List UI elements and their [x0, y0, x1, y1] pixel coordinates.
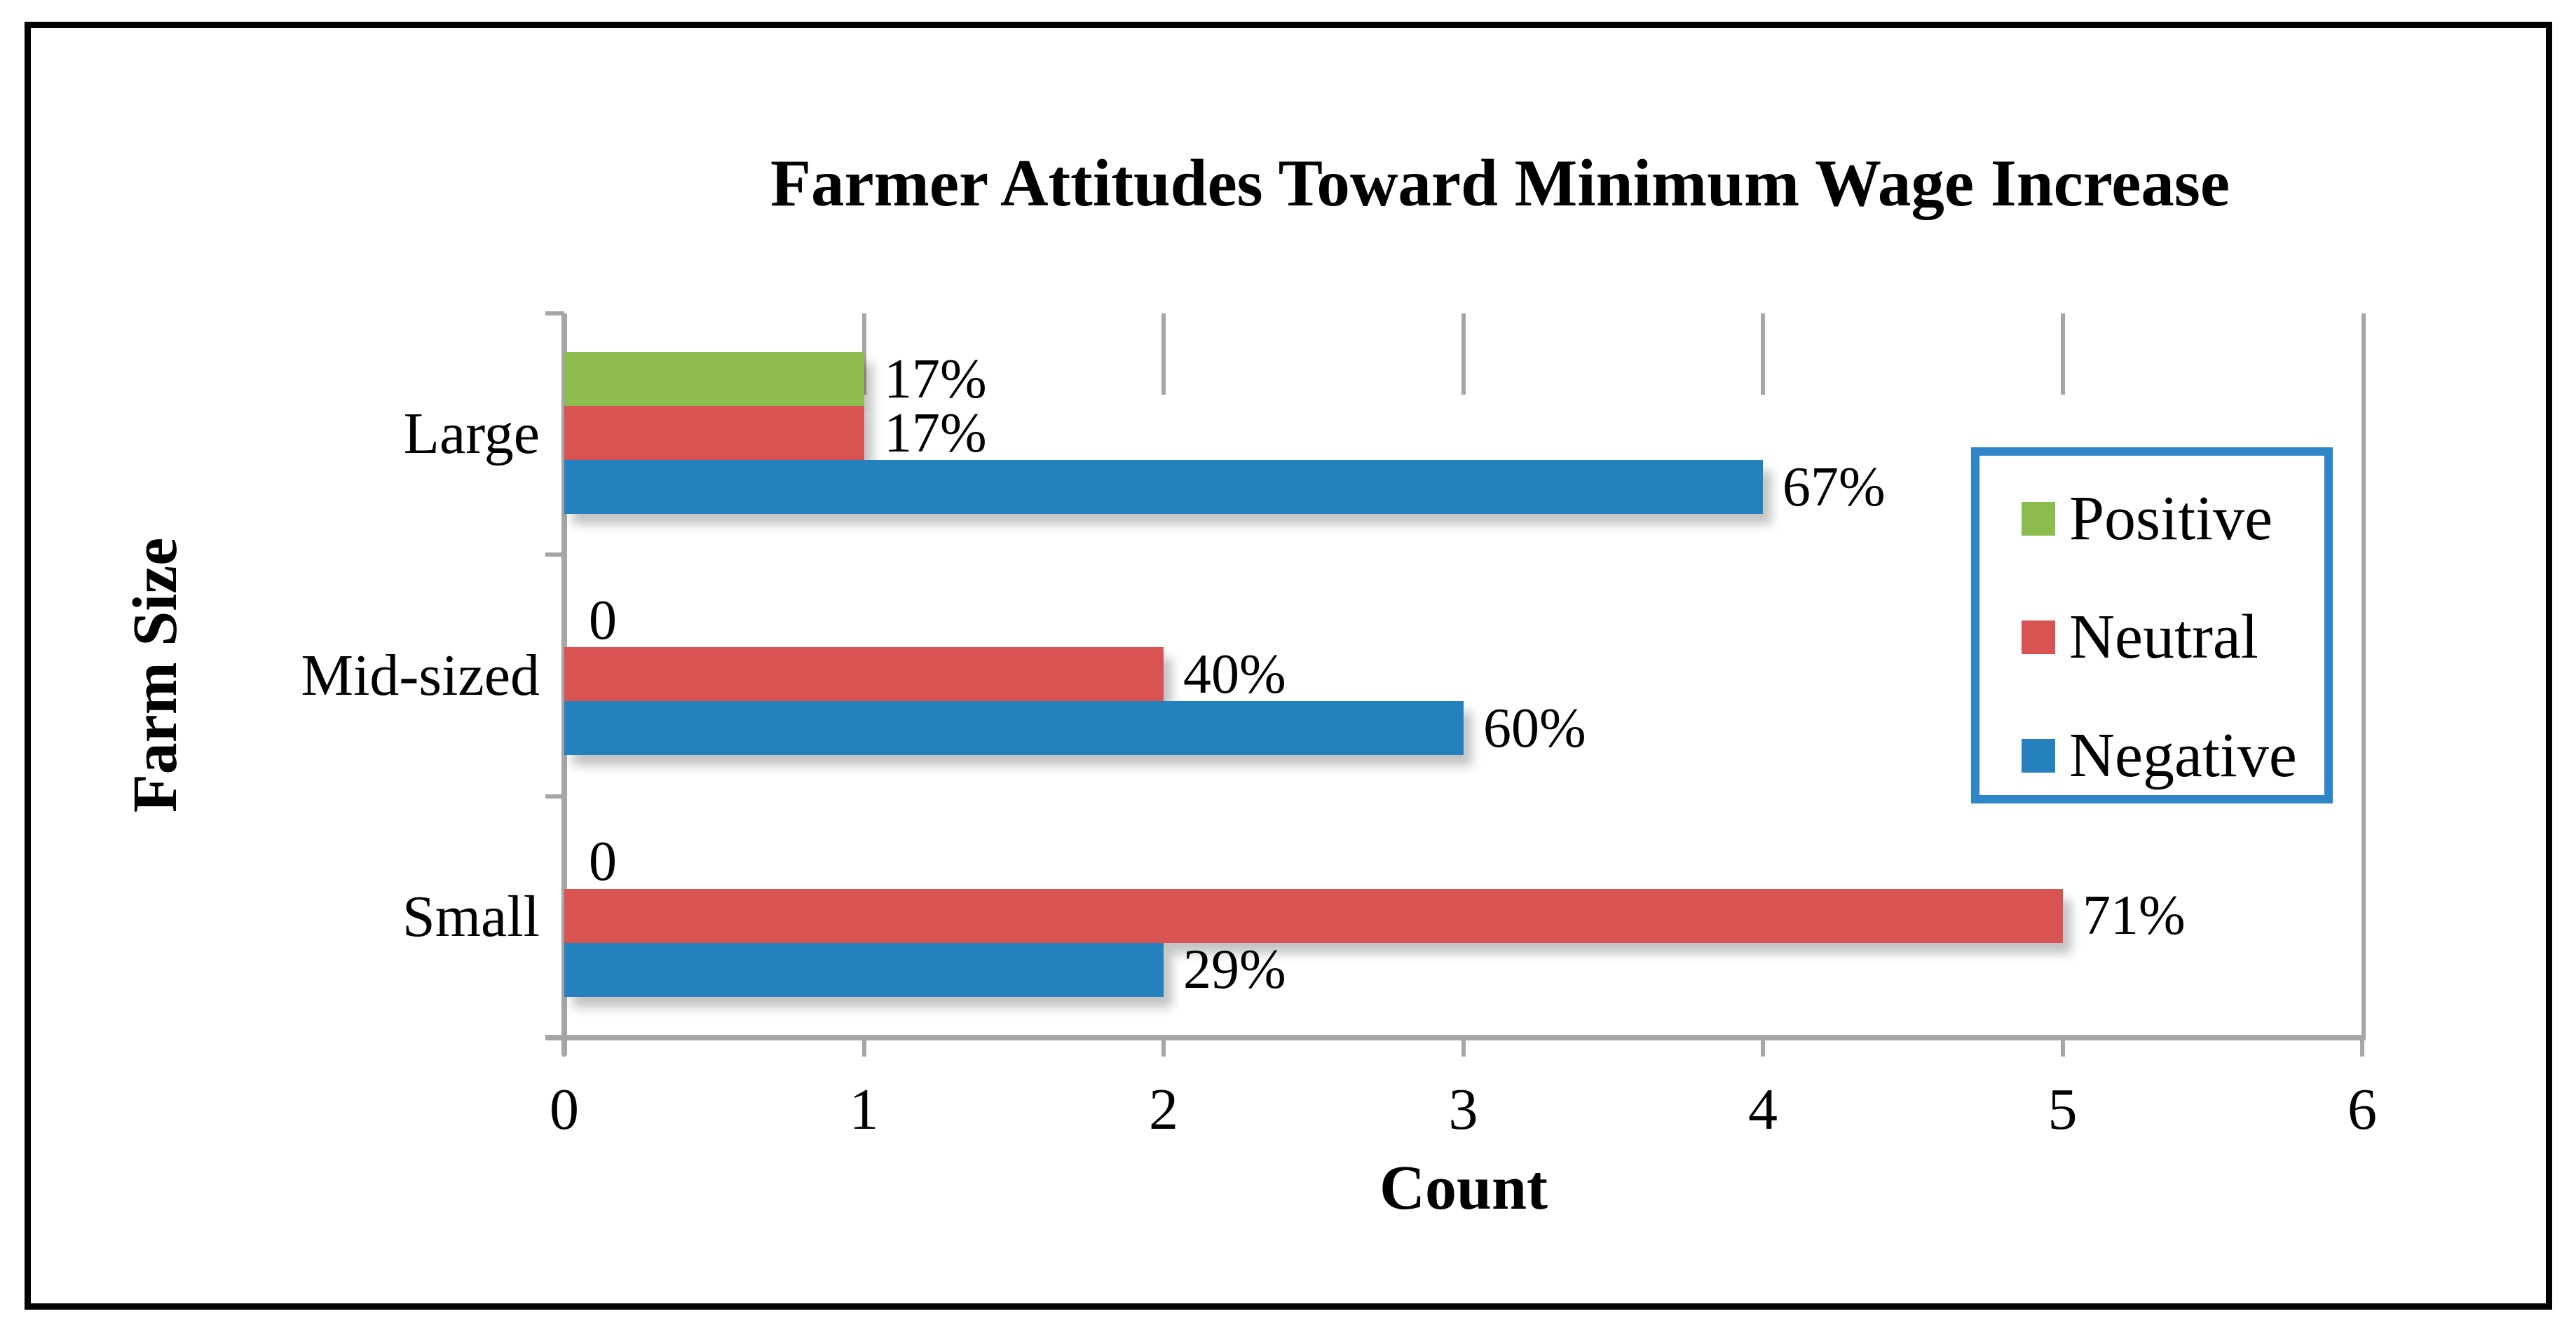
x-axis-tick	[562, 1038, 566, 1057]
y-category-label: Mid-sized	[301, 642, 540, 708]
x-axis-tick	[2360, 1038, 2364, 1057]
bar-large-positive	[564, 352, 864, 406]
legend-label: Neutral	[2069, 602, 2258, 672]
x-tick-label: 0	[550, 1077, 579, 1142]
y-category-label: Small	[402, 883, 540, 949]
x-axis-tick	[1161, 1038, 1166, 1057]
legend-label: Positive	[2069, 484, 2273, 553]
legend-box: Positive Neutral Negative	[1971, 447, 2333, 803]
legend-label: Negative	[2069, 721, 2297, 790]
bar-data-label: 17%	[884, 402, 987, 464]
plot-right-border-line	[2362, 313, 2366, 1038]
y-axis-tick	[545, 311, 564, 315]
bar-mid-sized-neutral	[564, 647, 1164, 702]
bar-data-label: 29%	[1183, 939, 1286, 1001]
gridline-dash	[1761, 313, 1765, 395]
bar-data-label: 17%	[884, 348, 987, 410]
x-axis-line	[545, 1035, 2366, 1040]
bar-data-label: 40%	[1183, 643, 1286, 705]
x-tick-label: 4	[1748, 1077, 1778, 1142]
x-axis-title: Count	[1379, 1153, 1548, 1223]
gridline-dash	[1161, 313, 1166, 395]
legend-item-positive: Positive	[2022, 487, 2272, 550]
gridline-dash	[2060, 313, 2065, 395]
negative-swatch-icon	[2022, 739, 2055, 773]
bar-data-label: 67%	[1783, 456, 1886, 518]
x-tick-label: 6	[2347, 1077, 2377, 1142]
x-tick-label: 3	[1448, 1077, 1478, 1142]
bar-data-label: 60%	[1483, 697, 1586, 759]
gridline-dash	[1461, 313, 1466, 395]
legend-item-neutral: Neutral	[2022, 606, 2258, 669]
x-axis-tick	[1761, 1038, 1765, 1057]
x-axis-tick	[2060, 1038, 2065, 1057]
x-axis-tick	[861, 1038, 866, 1057]
chart-title: Farmer Attitudes Toward Minimum Wage Inc…	[770, 146, 2230, 220]
bar-large-negative	[564, 460, 1763, 514]
bar-small-neutral	[564, 888, 2063, 943]
y-axis-title: Farm Size	[121, 537, 190, 813]
x-tick-label: 1	[849, 1077, 879, 1142]
bar-mid-sized-negative	[564, 701, 1464, 756]
x-tick-label: 5	[2047, 1077, 2078, 1142]
y-axis-tick	[545, 552, 564, 557]
positive-swatch-icon	[2022, 502, 2055, 536]
bar-data-label: 0	[589, 589, 617, 651]
bar-large-neutral	[564, 406, 864, 460]
y-category-label: Large	[403, 401, 540, 467]
x-axis-tick	[1461, 1038, 1466, 1057]
x-tick-label: 2	[1149, 1077, 1178, 1142]
bar-data-label: 0	[589, 831, 617, 893]
neutral-swatch-icon	[2022, 620, 2055, 654]
legend-item-negative: Negative	[2022, 724, 2297, 787]
y-axis-tick	[545, 794, 564, 799]
bar-small-negative	[564, 942, 1164, 997]
bar-data-label: 71%	[2083, 885, 2186, 947]
